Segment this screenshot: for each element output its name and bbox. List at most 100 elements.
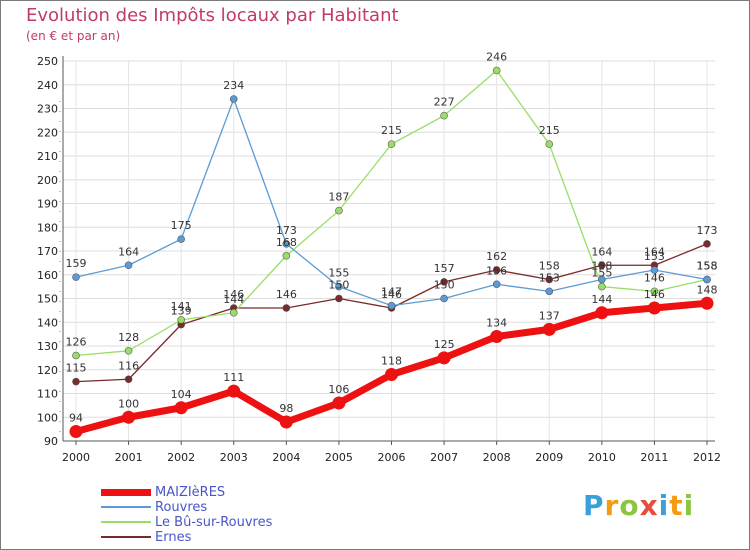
data-point bbox=[440, 294, 448, 303]
legend-swatch bbox=[101, 506, 151, 508]
y-tick-label: 120 bbox=[37, 364, 58, 377]
y-tick-label: 200 bbox=[37, 174, 58, 187]
proxiti-logo: Proxiti bbox=[583, 489, 694, 522]
data-point bbox=[335, 206, 343, 215]
data-label: 141 bbox=[171, 300, 192, 313]
data-point bbox=[72, 377, 80, 386]
data-label: 98 bbox=[279, 402, 293, 415]
legend-label: Ernes bbox=[155, 530, 192, 545]
logo-letter: t bbox=[669, 489, 684, 522]
data-point bbox=[545, 287, 554, 296]
data-point bbox=[387, 301, 396, 310]
data-point bbox=[437, 351, 451, 365]
data-label: 128 bbox=[118, 331, 139, 344]
data-label: 158 bbox=[697, 260, 718, 273]
y-tick-label: 140 bbox=[37, 316, 58, 329]
data-label: 168 bbox=[276, 236, 297, 249]
data-point bbox=[385, 368, 398, 381]
data-label: 147 bbox=[381, 286, 402, 299]
legend-item: Rouvres bbox=[101, 500, 401, 515]
data-point bbox=[647, 301, 661, 315]
data-label: 111 bbox=[223, 371, 244, 384]
legend-label: Rouvres bbox=[155, 500, 208, 515]
x-tick-label: 2004 bbox=[272, 451, 300, 464]
data-point bbox=[282, 251, 291, 260]
x-tick-label: 2006 bbox=[378, 451, 406, 464]
data-point bbox=[335, 282, 343, 291]
data-point bbox=[177, 235, 185, 243]
data-label: 118 bbox=[381, 355, 402, 368]
data-label: 146 bbox=[644, 271, 665, 284]
y-tick-label: 130 bbox=[37, 340, 58, 353]
data-point bbox=[492, 266, 501, 274]
legend-swatch bbox=[101, 489, 151, 496]
data-point bbox=[490, 330, 504, 343]
data-label: 153 bbox=[539, 271, 560, 284]
data-label: 104 bbox=[171, 388, 192, 401]
data-label: 158 bbox=[591, 260, 612, 273]
data-label: 146 bbox=[644, 288, 665, 301]
x-tick-label: 2000 bbox=[62, 451, 90, 464]
y-tick-label: 110 bbox=[37, 388, 58, 401]
data-label: 156 bbox=[486, 264, 507, 277]
x-tick-label: 2010 bbox=[588, 451, 616, 464]
legend-label: Le Bû-sur-Rouvres bbox=[155, 515, 273, 530]
legend-item: Le Bû-sur-Rouvres bbox=[101, 515, 401, 530]
data-label: 139 bbox=[171, 305, 192, 318]
y-tick-label: 240 bbox=[37, 79, 58, 92]
data-point bbox=[72, 273, 80, 281]
data-point bbox=[545, 140, 554, 148]
data-label: 116 bbox=[118, 359, 139, 372]
data-label: 144 bbox=[591, 293, 612, 306]
y-tick-label: 160 bbox=[37, 269, 58, 282]
data-label: 162 bbox=[486, 250, 507, 263]
data-label: 153 bbox=[644, 250, 665, 263]
data-point bbox=[282, 304, 291, 312]
y-tick-label: 220 bbox=[37, 126, 58, 139]
data-point bbox=[174, 401, 188, 415]
y-tick-label: 170 bbox=[37, 245, 58, 258]
data-label: 158 bbox=[539, 260, 560, 273]
legend-swatch bbox=[101, 536, 151, 538]
data-label: 144 bbox=[223, 293, 244, 306]
data-label: 134 bbox=[486, 317, 507, 330]
data-point bbox=[279, 415, 293, 429]
data-label: 215 bbox=[539, 124, 560, 137]
legend-label: MAIZIèRES bbox=[155, 485, 226, 500]
data-point bbox=[69, 425, 83, 438]
data-point bbox=[335, 294, 343, 303]
data-point bbox=[227, 384, 241, 398]
legend-swatch bbox=[101, 521, 151, 523]
data-point bbox=[229, 308, 238, 317]
chart-title: Evolution des Impôts locaux par Habitant bbox=[26, 5, 399, 26]
data-point bbox=[703, 240, 711, 248]
data-label: 146 bbox=[381, 288, 402, 301]
data-point bbox=[124, 346, 133, 355]
y-tick-label: 150 bbox=[37, 293, 58, 306]
data-label: 173 bbox=[697, 224, 718, 237]
data-point bbox=[229, 95, 238, 103]
data-label: 158 bbox=[697, 260, 718, 273]
data-point bbox=[440, 111, 448, 120]
data-label: 106 bbox=[328, 383, 349, 396]
data-label: 126 bbox=[66, 336, 87, 349]
data-point bbox=[598, 275, 606, 284]
data-point bbox=[650, 266, 659, 274]
data-label: 150 bbox=[328, 279, 349, 292]
data-label: 115 bbox=[66, 362, 87, 375]
data-point bbox=[492, 280, 501, 289]
data-point bbox=[700, 296, 714, 310]
data-point bbox=[122, 410, 136, 424]
data-point bbox=[545, 275, 554, 284]
data-point bbox=[492, 66, 501, 75]
x-tick-label: 2003 bbox=[220, 451, 248, 464]
y-tick-label: 90 bbox=[44, 435, 58, 448]
data-label: 227 bbox=[434, 96, 455, 109]
logo-letter: i bbox=[658, 489, 670, 522]
data-label: 155 bbox=[591, 267, 612, 280]
data-label: 159 bbox=[66, 257, 87, 270]
logo-letter: P bbox=[583, 489, 605, 522]
legend-item: Ernes bbox=[101, 530, 401, 545]
y-tick-label: 190 bbox=[37, 198, 58, 211]
